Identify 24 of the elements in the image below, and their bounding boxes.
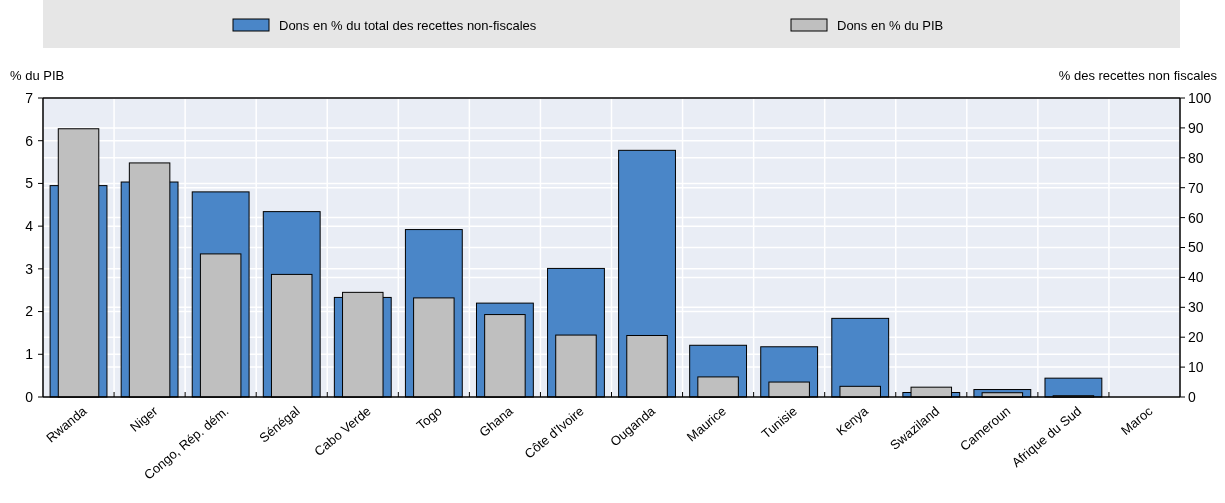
y2-tick-label: 50 [1188,239,1204,256]
y2-tick-label: 90 [1188,119,1204,136]
y2-tick-label: 20 [1188,329,1204,346]
y2-tick-label: 0 [1188,388,1196,405]
y-tick-label: 5 [25,175,34,192]
y-tick-label: 2 [25,303,34,320]
x-tick-label: Togo [413,403,445,433]
y2-tick-label: 10 [1188,359,1204,375]
legend-label: Dons en % du PIB [837,18,944,33]
y2-axis-title: % des recettes non fiscales [1058,68,1218,83]
y-tick-label: 1 [25,346,34,363]
y2-tick-label: 70 [1188,179,1204,196]
y2-tick-label: 80 [1188,149,1204,166]
y-tick-label: 7 [25,89,34,106]
y2-tick-label: 40 [1188,269,1204,286]
y-tick-label: 3 [25,260,34,277]
y2-tick-label: 30 [1188,299,1204,316]
y2-tick-label: 60 [1188,209,1204,226]
y-axis-title: % du PIB [10,68,65,83]
y-tick-label: 0 [25,388,34,405]
y-tick-label: 6 [25,132,34,149]
y2-tick-label: 100 [1188,89,1212,106]
y-tick-label: 4 [25,218,34,235]
legend-label: Dons en % du total des recettes non-fiscales [279,18,537,33]
